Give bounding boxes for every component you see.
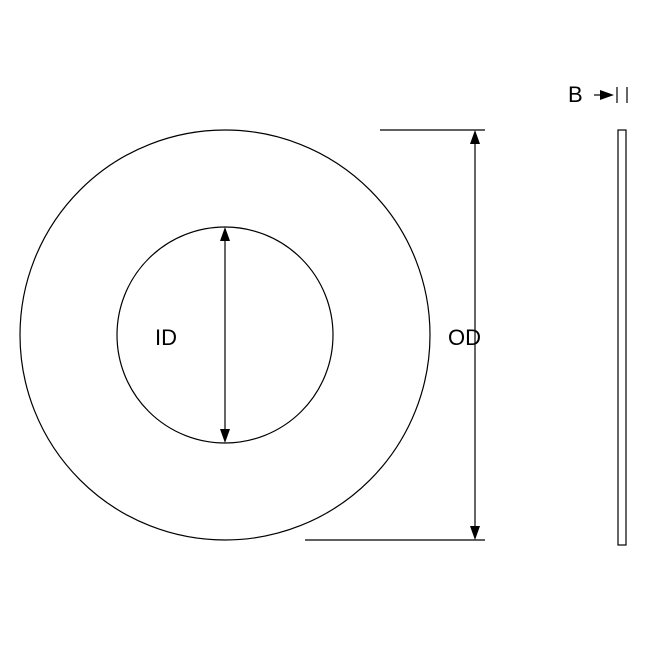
- id-label: ID: [155, 325, 177, 351]
- od-label: OD: [448, 325, 481, 351]
- b-label: B: [568, 82, 583, 108]
- washer-diagram: ID OD B: [0, 0, 670, 670]
